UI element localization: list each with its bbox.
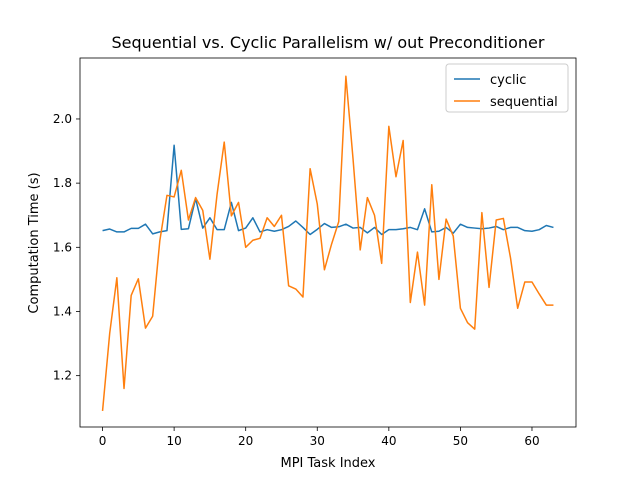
x-tick-label: 0 (99, 434, 107, 448)
x-axis-label: MPI Task Index (281, 456, 376, 471)
chart-title: Sequential vs. Cyclic Parallelism w/ out… (112, 33, 545, 52)
series-line-cyclic (102, 144, 554, 236)
x-tick-label: 20 (238, 434, 253, 448)
legend: cyclic sequential (445, 63, 569, 113)
y-tick-label: 1.4 (53, 304, 72, 318)
x-tick-label: 50 (453, 434, 468, 448)
legend-label-sequential: sequential (490, 95, 558, 110)
series-line-sequential (101, 75, 554, 412)
axes: 0 10 20 30 40 50 60 1.2 1.4 1.6 1.8 2.0 (53, 57, 577, 448)
x-tick-label: 10 (166, 434, 181, 448)
x-tick-label: 60 (524, 434, 539, 448)
x-tick-label: 30 (310, 434, 325, 448)
plot-area (101, 75, 554, 412)
y-tick-label: 2.0 (53, 112, 72, 126)
y-tick-label: 1.2 (53, 369, 72, 383)
legend-box (445, 63, 569, 113)
y-tick-label: 1.6 (53, 240, 72, 254)
legend-label-cyclic: cyclic (490, 73, 526, 88)
x-tick-label: 40 (381, 434, 396, 448)
y-axis-label: Computation Time (s) (27, 172, 42, 313)
axes-frame (79, 57, 577, 428)
y-tick-label: 1.8 (53, 176, 72, 190)
